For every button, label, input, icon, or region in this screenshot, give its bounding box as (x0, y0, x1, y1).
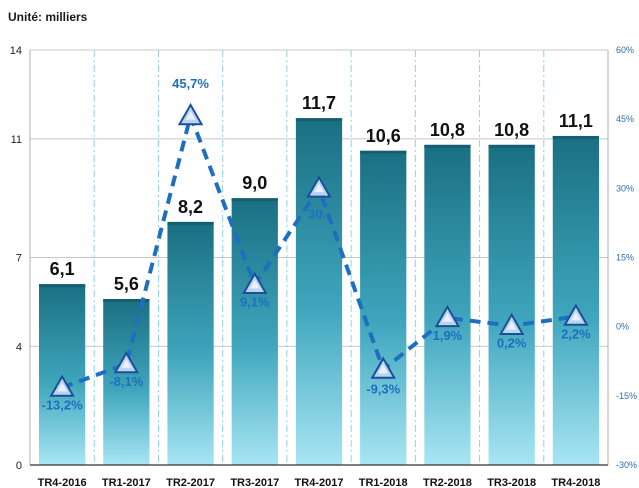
bar (167, 221, 214, 465)
x-tick-label: TR1-2017 (102, 477, 151, 488)
x-tick-label: TR4-2018 (551, 477, 600, 488)
line-value-label: 1,9% (433, 328, 463, 343)
bar-top-edge (488, 144, 535, 148)
bar (360, 150, 407, 466)
bar-top-edge (38, 284, 86, 288)
line-value-label: 45,7% (172, 76, 209, 91)
line-marker-highlight (185, 110, 196, 120)
bar-value-label: 8,2 (178, 197, 203, 217)
line-marker-highlight (121, 359, 132, 368)
x-tick-label: TR4-2017 (295, 477, 344, 488)
line-value-label: 0,2% (497, 336, 527, 351)
bar-value-label: 10,8 (430, 120, 465, 140)
x-tick-label: TR2-2017 (166, 477, 215, 488)
x-tick-label: TR3-2017 (230, 477, 279, 488)
line-marker-highlight (378, 364, 389, 374)
y-right-tick-label: -15% (616, 391, 637, 401)
bar-top-edge (295, 118, 343, 122)
bar-top-edge (103, 299, 150, 302)
bar-value-label: 11,7 (302, 93, 336, 113)
line-value-label: 9,1% (240, 295, 270, 310)
bar-value-label: 5,6 (114, 274, 139, 294)
y-left-tick-label: 4 (16, 341, 22, 353)
line-marker-highlight (249, 279, 260, 289)
line-marker-highlight (442, 312, 453, 322)
y-right-tick-label: 15% (616, 253, 634, 263)
bar-top-edge (231, 198, 278, 202)
bar-value-label: 9,0 (242, 173, 267, 193)
line-value-label: 30.. (308, 206, 330, 221)
x-tick-label: TR2-2018 (423, 477, 472, 488)
line-value-label: -8,1% (109, 374, 143, 389)
line-marker-highlight (506, 320, 517, 330)
y-right-tick-label: -30% (616, 460, 637, 470)
bar-value-label: 10,6 (366, 126, 401, 146)
y-left-tick-label: 11 (11, 134, 22, 146)
bar (552, 135, 600, 465)
y-right-tick-label: 60% (616, 45, 634, 55)
unit-label: Unité: milliers (8, 10, 88, 24)
line-marker-highlight (57, 382, 68, 392)
x-tick-label: TR4-2016 (38, 477, 87, 488)
line-value-label: -9,3% (366, 382, 400, 397)
bar (295, 118, 343, 465)
bar-top-edge (424, 144, 471, 148)
bar-value-label: 6,1 (50, 259, 75, 279)
line-marker-highlight (314, 183, 324, 193)
line-value-label: 2,2% (561, 327, 591, 342)
line-value-label: -13,2% (42, 398, 84, 413)
y-right-tick-label: 45% (616, 114, 634, 124)
y-left-tick-label: 0 (16, 460, 22, 472)
x-tick-label: TR3-2018 (487, 477, 536, 488)
bar-top-edge (360, 150, 407, 154)
bar (103, 299, 150, 465)
y-right-tick-label: 30% (616, 183, 634, 193)
bar-value-label: 11,1 (559, 111, 593, 131)
y-left-tick-label: 7 (16, 253, 22, 265)
line-marker-highlight (570, 311, 581, 321)
y-left-tick-label: 14 (10, 45, 22, 57)
bar-value-label: 10,8 (494, 120, 529, 140)
y-right-tick-label: 0% (616, 322, 629, 332)
bar (488, 144, 535, 465)
x-tick-label: TR1-2018 (359, 477, 408, 488)
bar-top-edge (552, 135, 600, 139)
bar-top-edge (167, 221, 214, 225)
